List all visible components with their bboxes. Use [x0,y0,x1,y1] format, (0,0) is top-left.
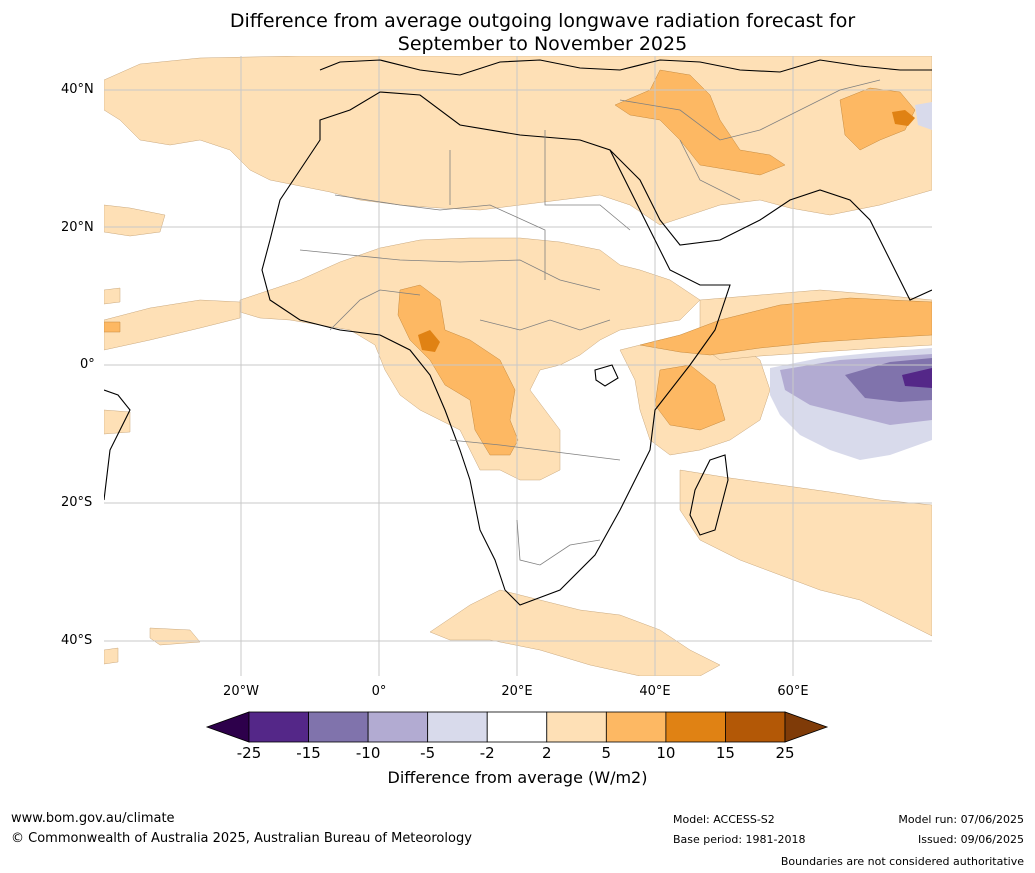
colorbar-tick-label: 25 [775,744,795,762]
lon-label-0: 0° [371,684,387,699]
region-north-band [104,56,932,226]
region-gabon [397,284,519,456]
colorbar-box-8 [725,711,786,743]
footer-model: Model: ACCESS-S2 [673,813,775,826]
anomaly-5-10-regions [104,69,932,456]
region-eq-atlantic [104,299,241,351]
graticule [104,56,932,676]
footer-issued: Issued: 09/06/2025 [917,833,1024,846]
region-asia-hotspot [892,110,915,126]
region-south-atlantic [429,589,721,676]
country-borders [299,79,881,566]
colorbar-box-4 [486,711,548,743]
africa-coast [261,91,731,606]
colorbar-box-5 [546,711,607,743]
region-east-indian-dark [845,358,932,402]
lat-label-40n: 40°N [61,82,94,97]
lon-label-60e: 60°E [777,684,809,699]
region-w-patch [104,287,121,305]
region-tanzania [654,364,726,431]
lon-label-20w: 20°W [223,684,259,699]
lat-label-20n: 20°N [61,220,94,235]
coastlines [104,59,932,606]
lon-label-40e: 40°E [639,684,671,699]
south-america-edge [104,389,131,501]
footer-base-period: Base period: 1981-2018 [673,833,806,846]
madagascar [689,454,729,536]
colorbar-extend-min [205,711,250,743]
region-mideast [614,69,786,176]
colorbar-extend-max [784,711,829,743]
lat-label-40s: 40°S [61,633,93,648]
colorbar-box-0 [248,711,309,743]
region-nw-patch [104,204,166,237]
footer-model-run: Model run: 07/06/2025 [898,813,1024,826]
region-south-indian [679,469,932,637]
footer-disclaimer: Boundaries are not considered authoritat… [780,855,1024,868]
colorbar-box-7 [665,711,726,743]
colorbar-tick-label: 10 [656,744,676,762]
colorbar-tick-label: -25 [236,744,262,762]
europe-coast [319,59,932,76]
colorbar-box-6 [605,711,667,743]
title-line-2: September to November 2025 [397,33,688,55]
colorbar-tick-label: -10 [355,744,381,762]
region-cameroon-hotspot [418,330,440,352]
arabia-coast [609,149,932,301]
colorbar-tick-label: -15 [296,744,321,762]
region-nigeria [104,321,121,333]
region-far-sw-patch [104,647,119,665]
colorbar-box-1 [308,711,369,743]
lat-label-0: 0° [80,357,95,372]
region-sw-patch [104,409,131,435]
colorbar-tick-label: 2 [541,744,552,762]
map-area [104,56,932,676]
colorbar-tick-label: -5 [420,744,436,762]
colorbar-label: Difference from average (W/m2) [387,768,648,787]
footer-website: www.bom.gov.au/climate [11,811,175,826]
colorbar-box-3 [427,711,488,743]
region-east-indian-core [902,368,932,388]
colorbar-tick-label: 15 [715,744,735,762]
anomaly-neg-15-25-regions [902,368,932,388]
region-central-asia [839,87,916,151]
region-kenya [639,297,932,356]
anomaly-neg-10-15-regions [845,358,932,402]
colorbar-tick-label: -2 [479,744,495,762]
region-himalaya-light [915,102,932,130]
footer-copyright: © Commonwealth of Australia 2025, Austra… [11,831,472,846]
colorbar-box-2 [367,711,429,743]
colorbar-tick-label: 5 [601,744,612,762]
title-line-1: Difference from average outgoing longwav… [229,10,856,32]
lat-label-20s: 20°S [61,495,93,510]
chart-title: Difference from average outgoing longwav… [0,10,1035,56]
anomaly-10-15-regions [418,110,915,352]
lake-victoria [594,364,619,387]
lon-label-20e: 20°E [501,684,533,699]
